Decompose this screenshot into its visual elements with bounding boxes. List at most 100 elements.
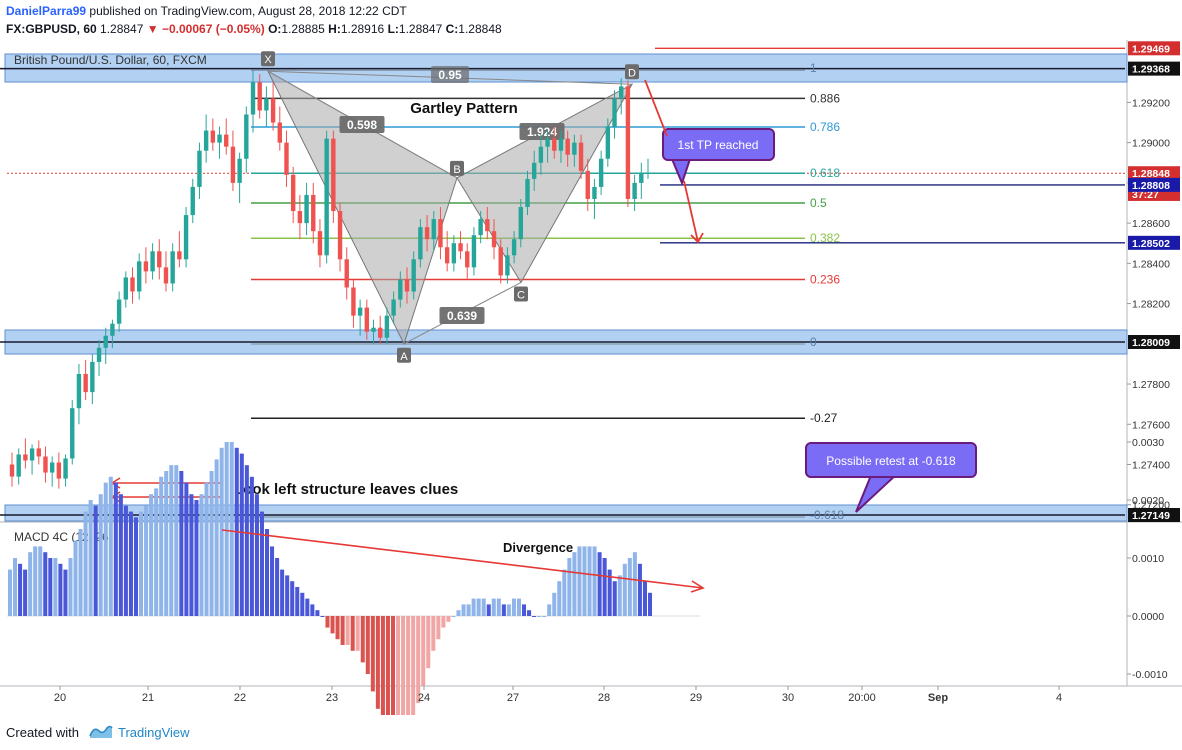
header-bar: DanielParra99 published on TradingView.c… [0,0,1182,40]
price-tick-label-7: 1.27600 [1132,419,1170,431]
macd-bar [259,511,264,616]
macd-bar [380,616,385,715]
candle-body [458,243,463,252]
macd-tick-label-2: 0.0010 [1132,553,1164,565]
price-tag-5-box [1128,235,1180,250]
candle-body [605,126,611,159]
candle-body [625,86,631,199]
candle-body [612,98,617,127]
macd-bar [577,546,582,616]
candle-body [290,174,296,212]
price-change: ▼ −0.00067 (−0.05%) [146,22,265,36]
candle-body [43,456,48,473]
candle-body [83,373,88,393]
candle-body [645,172,651,174]
macd-bar [582,546,587,616]
macd-bar [179,471,184,616]
candle-body [277,122,282,143]
price-chart[interactable]: British Pound/U.S. Dollar, 60, FXCM 1 0.8… [0,40,1182,715]
macd-bar [224,442,229,616]
candle-body [619,86,624,99]
footer-bar: Created with TradingView [0,715,1182,750]
macd-bar [280,569,285,616]
candle-body [63,458,68,479]
ohlc-l-value: 1.28847 [398,22,443,36]
price-tick-label-4: 1.28400 [1132,258,1170,270]
time-tick-label-9: 20:00 [848,692,876,704]
candle-body [451,243,457,264]
time-tick-label-4: 24 [418,692,430,704]
macd-bar [169,465,174,616]
macd-bar [128,511,133,616]
price-tag-2-label: 1.28848 [1132,168,1170,180]
candle-body [371,327,376,332]
macd-bar [290,581,295,616]
candle-body [203,130,209,151]
drop-arrow-head [690,232,704,244]
time-tick-label-5: 27 [507,692,519,704]
macd-bar [471,598,476,616]
macd-bar [330,616,335,634]
macd-bar [184,482,189,616]
candle-body [585,170,590,199]
macd-bar [199,494,204,616]
candle-body [444,247,450,264]
pattern-ratio-2: 0.639 [447,309,477,323]
macd-bar [305,598,310,616]
macd-bar [270,546,275,616]
time-tick-label-1: 21 [142,692,154,704]
tradingview-link[interactable]: TradingView [118,725,190,740]
fib-level-3-label: 0.618 [810,166,840,180]
candle-body [498,247,503,276]
candle-body [598,158,604,187]
candle-body [230,146,236,183]
fib-level-9-label: -0.618 [810,508,844,522]
macd-bar [310,604,315,616]
macd-bar [476,598,481,616]
macd-bar [602,558,607,616]
candle-body [357,307,363,316]
structure-note: Look left structure leaves clues [234,481,458,498]
tp-callout-box [662,128,775,161]
price-tag-2-box [1128,166,1180,181]
macd-bar [552,592,557,616]
macd-tick-label-4: -0.0010 [1132,669,1168,681]
macd-title: MACD 4C (12, 26) [14,530,113,544]
macd-bar [53,558,58,616]
candle-body [270,98,276,123]
candle-body [538,146,544,163]
macd-bar [48,558,53,616]
candle-body [250,82,256,115]
candle-body [384,315,390,338]
candle-body [331,138,336,212]
ohlc-h-value: 1.28916 [340,22,385,36]
pattern-ratio-0: 0.95 [438,68,462,82]
candle-body [157,251,162,268]
tp-callout-text: 1st TP reached [678,138,759,152]
pattern-ratio-3-badge [519,123,565,140]
candle-body [471,235,477,268]
macd-bar [73,540,78,616]
macd-tick-label-0: 0.0030 [1132,437,1164,449]
macd-bar [516,598,521,616]
macd-bar [365,616,370,674]
macd-bar [421,616,426,686]
macd-bar [83,511,88,616]
candle-body [56,462,62,479]
price-tag-4-box [1128,177,1180,192]
candle-body [424,227,430,240]
macd-bar [572,552,577,616]
price-tag-7-box [1128,508,1180,522]
macd-bar [38,546,43,616]
candle-body [578,142,584,171]
macd-bar [350,616,355,651]
macd-bar [542,616,547,617]
candle-body [545,138,550,147]
candle-body [217,134,222,143]
macd-bar [68,558,73,616]
author-link[interactable]: DanielParra99 [6,4,87,18]
macd-bar [340,616,345,645]
fib-level-8-label: -0.27 [810,411,838,425]
price-tick-label-0: 1.29200 [1132,97,1170,109]
drop-arrow-line [644,79,668,137]
